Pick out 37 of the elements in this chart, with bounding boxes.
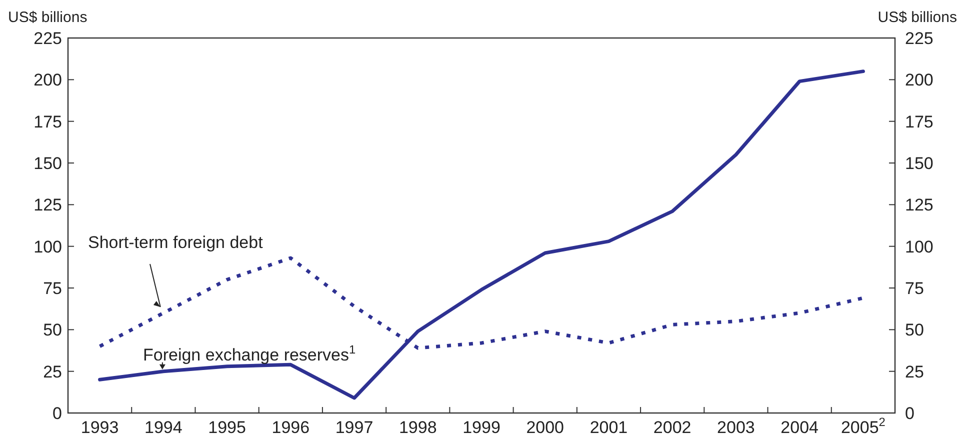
x-tick-label: 1998 [398,418,437,437]
y-tick-label: 50 [43,320,62,340]
y2-tick-label: 50 [905,320,924,340]
series-label: Foreign exchange reserves$^{1}$ [143,342,356,364]
y-tick-label: 25 [43,362,62,382]
x-tick-label: 2003 [717,418,755,437]
y-tick-label: 225 [34,28,62,48]
y2-axis-title: US$ billions [878,9,957,26]
y-tick-label: 150 [34,154,62,173]
y-tick-label: 0 [52,404,62,423]
x-tick-label: 2001 [590,418,628,437]
x-tick-label: 2002 [653,418,692,437]
y2-tick-label: 0 [905,404,914,423]
x-tick-label: 1996 [272,418,310,437]
x-tick-label: 1993 [80,418,119,437]
y-tick-label: 125 [34,196,62,215]
x-tick-label: 1995 [208,418,246,437]
series-label: Short-term foreign debt [88,233,264,252]
y2-tick-label: 25 [905,362,924,382]
x-tick-label: 2004 [780,418,818,437]
y2-tick-label: 150 [905,154,934,173]
y2-tick-label: 225 [905,28,934,48]
y2-tick-label: 75 [905,278,924,298]
x-tick-label: 2000 [526,418,564,437]
y2-tick-label: 125 [905,196,934,215]
x-tick-label: 2005$^{2}$ [840,415,886,437]
x-tick-label: 1994 [144,418,182,437]
y-tick-label: 175 [34,112,62,132]
y-axis-title: US$ billions [8,9,88,26]
x-tick-label: 1997 [335,418,374,437]
y-tick-label: 75 [43,278,62,298]
y-tick-label: 200 [34,70,62,90]
y2-tick-label: 100 [905,237,934,256]
y-tick-label: 100 [34,237,62,256]
x-tick-label: 1999 [462,418,500,437]
y2-tick-label: 200 [905,70,934,90]
y2-tick-label: 175 [905,112,934,132]
